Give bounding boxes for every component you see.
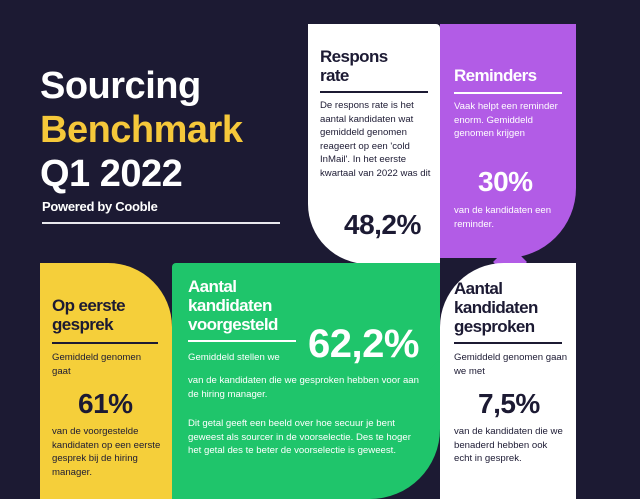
candidates-spoken-value: 7,5% xyxy=(478,388,540,419)
title-divider xyxy=(42,222,280,224)
first-interview-panel xyxy=(40,263,172,499)
candidates-spoken-divider xyxy=(454,342,562,344)
first-interview-title: Op eerste gesprek xyxy=(52,296,126,334)
candidates-spoken-title: Aantal kandidaten gesproken xyxy=(454,279,538,336)
reminders-title: Reminders xyxy=(454,66,537,85)
reminders-divider xyxy=(454,92,562,94)
candidates-proposed-panel xyxy=(172,263,440,499)
response-rate-title: Respons rate xyxy=(320,47,388,85)
candidates-proposed-value: 62,2% xyxy=(308,322,419,366)
first-interview-value: 61% xyxy=(78,388,133,419)
title-block: Sourcing Benchmark Q1 2022 xyxy=(40,64,243,196)
candidates-spoken-panel xyxy=(440,263,576,499)
response-rate-value: 48,2% xyxy=(344,209,421,240)
first-interview-text: Gemiddeld genomen gaat xyxy=(52,352,142,377)
candidates-proposed-note: Dit getal geeft een beeld over hoe secuu… xyxy=(188,418,411,456)
reminders-panel xyxy=(440,24,576,258)
candidates-proposed-text: Gemiddeld stellen we xyxy=(188,352,280,363)
reminders-text: Vaak helpt een reminder enorm. Gemiddeld… xyxy=(454,101,558,139)
first-interview-suffix: van de voorgestelde kandidaten op een ee… xyxy=(52,426,161,478)
title-sourcing: Sourcing xyxy=(40,65,201,107)
candidates-proposed-suffix: van de kandidaten die we gesproken hebbe… xyxy=(188,375,419,400)
powered-by: Powered by Cooble xyxy=(42,199,158,214)
first-interview-divider xyxy=(52,342,158,344)
response-rate-divider xyxy=(320,91,428,93)
candidates-spoken-text: Gemiddeld genomen gaan we met xyxy=(454,352,568,377)
title-quarter: Q1 2022 xyxy=(40,153,183,195)
reminders-suffix: van de kandidaten een reminder. xyxy=(454,205,552,230)
response-rate-panel xyxy=(308,24,440,264)
response-rate-text: De respons rate is het aantal kandidaten… xyxy=(320,100,431,179)
candidates-proposed-title: Aantal kandidaten voorgesteld xyxy=(188,277,278,334)
candidates-spoken-suffix: van de kandidaten die we benaderd hebben… xyxy=(454,426,563,464)
candidates-proposed-divider xyxy=(188,340,296,342)
title-benchmark: Benchmark xyxy=(40,109,243,151)
reminders-value: 30% xyxy=(478,166,533,197)
